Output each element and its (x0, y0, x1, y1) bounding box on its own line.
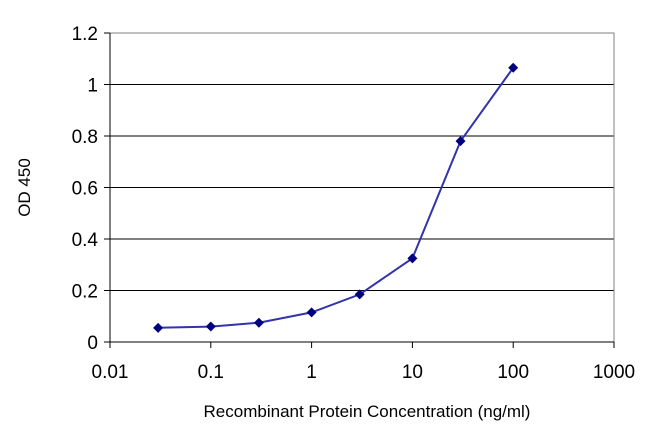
x-tick-label: 1 (306, 362, 317, 383)
data-point (253, 317, 264, 328)
y-tick-label: 0.6 (72, 179, 98, 200)
x-tick-label: 1000 (593, 362, 635, 383)
y-tick-label: 1.2 (72, 24, 98, 45)
data-point (306, 307, 317, 318)
y-axis-ticks: 0 0.2 0.4 0.6 0.8 1 1.2 (72, 24, 110, 354)
x-axis-ticks: 0.01 0.1 1 10 100 1000 (92, 33, 635, 383)
data-point (205, 321, 216, 332)
series-line (158, 67, 515, 329)
x-tick-label: 0.1 (198, 362, 224, 383)
data-point (455, 136, 466, 147)
y-tick-label: 0.2 (72, 282, 98, 303)
x-tick-label: 0.01 (92, 362, 129, 383)
x-axis-title: Recombinant Protein Concentration (ng/ml… (204, 402, 531, 421)
y-tick-label: 1 (87, 76, 98, 97)
data-point (153, 322, 164, 333)
data-point (508, 62, 519, 73)
data-point (354, 289, 365, 300)
series-group (153, 62, 519, 333)
gridlines (110, 32, 614, 291)
data-point (407, 253, 418, 264)
x-tick-label: 10 (402, 362, 423, 383)
y-tick-label: 0 (87, 333, 98, 354)
y-tick-label: 0.8 (72, 127, 98, 148)
y-tick-label: 0.4 (72, 230, 99, 251)
x-tick-label: 100 (497, 362, 529, 383)
y-axis-title: OD 450 (15, 158, 34, 217)
